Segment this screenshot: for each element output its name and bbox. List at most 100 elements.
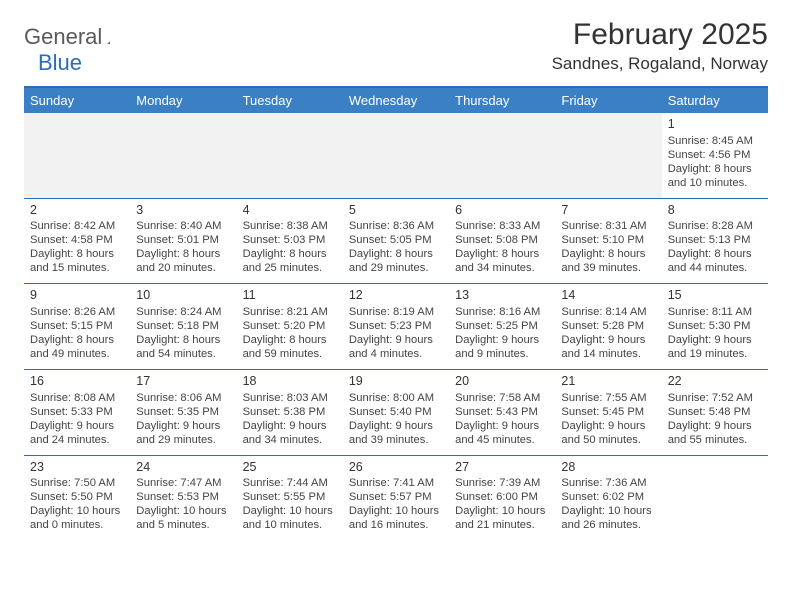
sunset-text: Sunset: 6:02 PM: [561, 490, 655, 504]
sunset-text: Sunset: 5:03 PM: [243, 233, 337, 247]
day-number: 15: [668, 288, 762, 304]
day-number: 21: [561, 374, 655, 390]
sunrise-text: Sunrise: 8:40 AM: [136, 219, 230, 233]
day-number: 10: [136, 288, 230, 304]
daylight-text: Daylight: 8 hours and 34 minutes.: [455, 247, 549, 275]
sunset-text: Sunset: 5:48 PM: [668, 405, 762, 419]
calendar-day-cell: [237, 113, 343, 198]
month-title: February 2025: [552, 18, 768, 52]
weekday-header: Saturday: [662, 88, 768, 113]
sunset-text: Sunset: 5:35 PM: [136, 405, 230, 419]
calendar-day-cell: 5Sunrise: 8:36 AMSunset: 5:05 PMDaylight…: [343, 198, 449, 284]
day-number: 13: [455, 288, 549, 304]
calendar-week-row: 16Sunrise: 8:08 AMSunset: 5:33 PMDayligh…: [24, 369, 768, 455]
calendar-day-cell: 7Sunrise: 8:31 AMSunset: 5:10 PMDaylight…: [555, 198, 661, 284]
calendar-day-cell: 11Sunrise: 8:21 AMSunset: 5:20 PMDayligh…: [237, 284, 343, 370]
sunrise-text: Sunrise: 8:42 AM: [30, 219, 124, 233]
calendar-day-cell: [24, 113, 130, 198]
calendar-day-cell: 27Sunrise: 7:39 AMSunset: 6:00 PMDayligh…: [449, 455, 555, 540]
daylight-text: Daylight: 9 hours and 14 minutes.: [561, 333, 655, 361]
calendar-day-cell: 24Sunrise: 7:47 AMSunset: 5:53 PMDayligh…: [130, 455, 236, 540]
sunset-text: Sunset: 5:38 PM: [243, 405, 337, 419]
weekday-header: Friday: [555, 88, 661, 113]
daylight-text: Daylight: 9 hours and 19 minutes.: [668, 333, 762, 361]
sunrise-text: Sunrise: 7:52 AM: [668, 391, 762, 405]
logo-text-gray: General: [24, 24, 102, 50]
sunset-text: Sunset: 5:25 PM: [455, 319, 549, 333]
daylight-text: Daylight: 10 hours and 26 minutes.: [561, 504, 655, 532]
calendar-day-cell: 6Sunrise: 8:33 AMSunset: 5:08 PMDaylight…: [449, 198, 555, 284]
sunset-text: Sunset: 5:50 PM: [30, 490, 124, 504]
logo-triangle-icon: [107, 28, 110, 44]
sunrise-text: Sunrise: 7:39 AM: [455, 476, 549, 490]
calendar-week-row: 23Sunrise: 7:50 AMSunset: 5:50 PMDayligh…: [24, 455, 768, 540]
daylight-text: Daylight: 8 hours and 20 minutes.: [136, 247, 230, 275]
weekday-header: Sunday: [24, 88, 130, 113]
daylight-text: Daylight: 10 hours and 0 minutes.: [30, 504, 124, 532]
daylight-text: Daylight: 9 hours and 29 minutes.: [136, 419, 230, 447]
daylight-text: Daylight: 8 hours and 44 minutes.: [668, 247, 762, 275]
day-number: 2: [30, 203, 124, 219]
sunset-text: Sunset: 5:10 PM: [561, 233, 655, 247]
sunrise-text: Sunrise: 8:21 AM: [243, 305, 337, 319]
sunset-text: Sunset: 5:33 PM: [30, 405, 124, 419]
calendar-day-cell: 19Sunrise: 8:00 AMSunset: 5:40 PMDayligh…: [343, 369, 449, 455]
sunset-text: Sunset: 5:57 PM: [349, 490, 443, 504]
calendar-day-cell: 4Sunrise: 8:38 AMSunset: 5:03 PMDaylight…: [237, 198, 343, 284]
calendar-day-cell: 15Sunrise: 8:11 AMSunset: 5:30 PMDayligh…: [662, 284, 768, 370]
daylight-text: Daylight: 9 hours and 55 minutes.: [668, 419, 762, 447]
day-number: 4: [243, 203, 337, 219]
sunrise-text: Sunrise: 8:11 AM: [668, 305, 762, 319]
page-header: General February 2025 Sandnes, Rogaland,…: [24, 18, 768, 74]
logo-text-blue: Blue: [38, 50, 82, 76]
sunset-text: Sunset: 5:43 PM: [455, 405, 549, 419]
sunrise-text: Sunrise: 8:14 AM: [561, 305, 655, 319]
day-number: 20: [455, 374, 549, 390]
daylight-text: Daylight: 10 hours and 10 minutes.: [243, 504, 337, 532]
calendar-day-cell: 10Sunrise: 8:24 AMSunset: 5:18 PMDayligh…: [130, 284, 236, 370]
sunrise-text: Sunrise: 8:28 AM: [668, 219, 762, 233]
daylight-text: Daylight: 10 hours and 21 minutes.: [455, 504, 549, 532]
sunset-text: Sunset: 5:05 PM: [349, 233, 443, 247]
daylight-text: Daylight: 9 hours and 39 minutes.: [349, 419, 443, 447]
sunrise-text: Sunrise: 8:06 AM: [136, 391, 230, 405]
calendar-day-cell: [449, 113, 555, 198]
daylight-text: Daylight: 8 hours and 25 minutes.: [243, 247, 337, 275]
calendar-week-row: 2Sunrise: 8:42 AMSunset: 4:58 PMDaylight…: [24, 198, 768, 284]
sunset-text: Sunset: 5:13 PM: [668, 233, 762, 247]
calendar-table: Sunday Monday Tuesday Wednesday Thursday…: [24, 88, 768, 540]
calendar-day-cell: 17Sunrise: 8:06 AMSunset: 5:35 PMDayligh…: [130, 369, 236, 455]
daylight-text: Daylight: 9 hours and 4 minutes.: [349, 333, 443, 361]
day-number: 7: [561, 203, 655, 219]
title-block: February 2025 Sandnes, Rogaland, Norway: [552, 18, 768, 74]
day-number: 17: [136, 374, 230, 390]
day-number: 27: [455, 460, 549, 476]
calendar-week-row: 1Sunrise: 8:45 AMSunset: 4:56 PMDaylight…: [24, 113, 768, 198]
calendar-week-row: 9Sunrise: 8:26 AMSunset: 5:15 PM Daylight…: [24, 284, 768, 370]
calendar-day-cell: 1Sunrise: 8:45 AMSunset: 4:56 PMDaylight…: [662, 113, 768, 198]
calendar-day-cell: 13Sunrise: 8:16 AMSunset: 5:25 PMDayligh…: [449, 284, 555, 370]
daylight-text: Daylight: 10 hours and 5 minutes.: [136, 504, 230, 532]
calendar-day-cell: [343, 113, 449, 198]
calendar-day-cell: 8Sunrise: 8:28 AMSunset: 5:13 PMDaylight…: [662, 198, 768, 284]
calendar-day-cell: [555, 113, 661, 198]
day-number: 1: [668, 117, 762, 133]
day-number: 18: [243, 374, 337, 390]
sunrise-text: Sunrise: 7:41 AM: [349, 476, 443, 490]
calendar-day-cell: 20Sunrise: 7:58 AMSunset: 5:43 PMDayligh…: [449, 369, 555, 455]
day-number: 9: [30, 288, 124, 304]
day-number: 11: [243, 288, 337, 304]
daylight-text: Daylight: 8 hours and 39 minutes.: [561, 247, 655, 275]
day-number: 14: [561, 288, 655, 304]
sunset-text: Sunset: 5:01 PM: [136, 233, 230, 247]
daylight-text: Daylight: 9 hours and 45 minutes.: [455, 419, 549, 447]
sunrise-text: Sunrise: 8:19 AM: [349, 305, 443, 319]
sunset-text: Sunset: 5:18 PM: [136, 319, 230, 333]
weekday-header-row: Sunday Monday Tuesday Wednesday Thursday…: [24, 88, 768, 113]
daylight-text: Daylight: 8 hours and 15 minutes.: [30, 247, 124, 275]
daylight-text: Daylight: 10 hours and 16 minutes.: [349, 504, 443, 532]
sunrise-text: Sunrise: 8:00 AM: [349, 391, 443, 405]
calendar-day-cell: 14Sunrise: 8:14 AMSunset: 5:28 PMDayligh…: [555, 284, 661, 370]
sunset-text: Sunset: 5:15 PM: [30, 319, 124, 333]
sunrise-text: Sunrise: 8:26 AM: [30, 305, 124, 319]
